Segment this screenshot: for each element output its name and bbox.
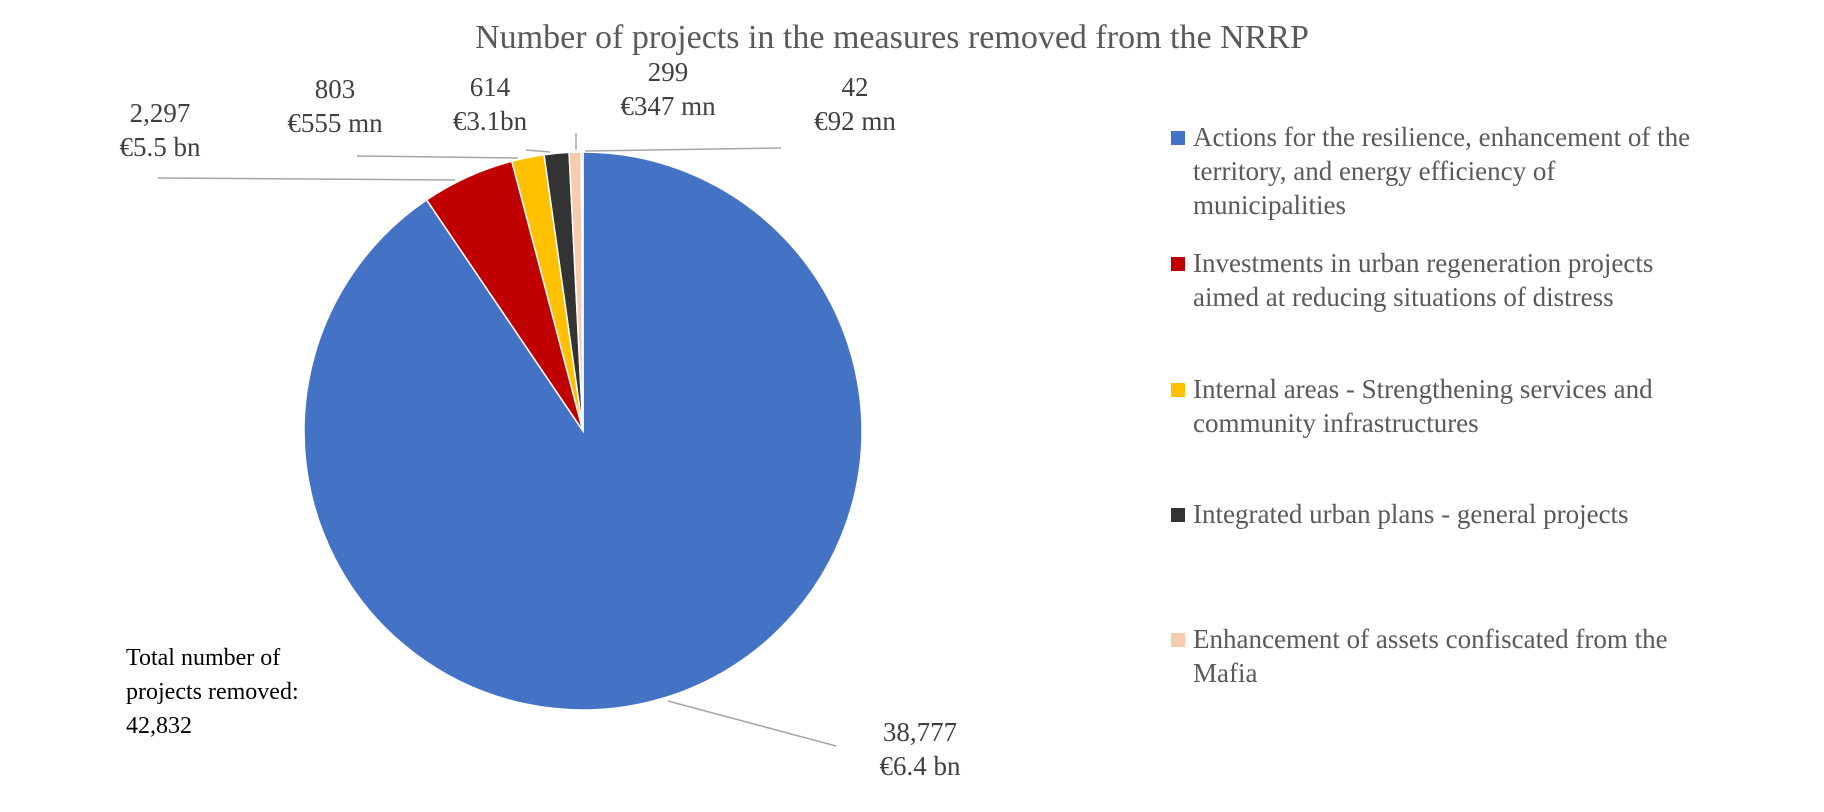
- data-label-count: 38,777: [883, 717, 957, 747]
- legend-swatch: [1171, 131, 1185, 145]
- total-annotation-line: Total number of: [126, 645, 280, 671]
- legend-item: Internal areas - Strengthening services …: [1171, 374, 1653, 438]
- data-labels: 38,777 €6.4 bn 2,297 €5.5 bn 803 €555 mn 614 €3…: [120, 57, 962, 781]
- legend-swatch: [1171, 383, 1185, 397]
- legend-swatch: [1171, 508, 1185, 522]
- legend-label: Investments in urban regeneration projec…: [1193, 248, 1653, 278]
- legend-swatch: [1171, 257, 1185, 271]
- legend-label: Enhancement of assets confiscated from t…: [1193, 624, 1668, 654]
- legend-label: community infrastructures: [1193, 408, 1479, 438]
- legend-item: Investments in urban regeneration projec…: [1171, 248, 1653, 312]
- legend-label: aimed at reducing situations of distress: [1193, 282, 1614, 312]
- data-label-amount: €347 mn: [620, 91, 716, 121]
- legend-item: Actions for the resilience, enhancement …: [1171, 122, 1690, 220]
- data-label-count: 2,297: [130, 98, 191, 128]
- data-label-count: 803: [315, 74, 356, 104]
- data-label-count: 614: [470, 72, 511, 102]
- data-label-amount: €6.4 bn: [880, 751, 962, 781]
- chart-title: Number of projects in the measures remov…: [475, 19, 1309, 56]
- data-label-amount: €5.5 bn: [120, 132, 202, 162]
- legend: Actions for the resilience, enhancement …: [1171, 122, 1690, 688]
- leader-line: [356, 155, 519, 159]
- legend-label: territory, and energy efficiency of: [1193, 156, 1555, 186]
- legend-label: Mafia: [1193, 658, 1257, 688]
- legend-label: Internal areas - Strengthening services …: [1193, 374, 1653, 404]
- legend-label: Integrated urban plans - general project…: [1193, 499, 1629, 529]
- data-label-amount: €555 mn: [287, 108, 383, 138]
- leader-line: [667, 700, 837, 747]
- pie-slices: [303, 151, 863, 711]
- legend-item: Enhancement of assets confiscated from t…: [1171, 624, 1668, 688]
- pie-slice: [580, 151, 584, 432]
- total-annotation-line: 42,832: [126, 713, 192, 739]
- data-label-amount: €92 mn: [814, 106, 896, 136]
- leader-line: [525, 149, 551, 153]
- total-projects-annotation: Total number of projects removed: 42,832: [126, 645, 305, 739]
- legend-label: municipalities: [1193, 190, 1346, 220]
- data-label-count: 299: [648, 57, 689, 87]
- pie-slice: [303, 151, 863, 711]
- legend-swatch: [1171, 633, 1185, 647]
- data-label-amount: €3.1bn: [453, 106, 528, 136]
- data-label-count: 42: [842, 72, 869, 102]
- legend-item: Integrated urban plans - general project…: [1171, 499, 1629, 529]
- legend-label: Actions for the resilience, enhancement …: [1193, 122, 1690, 152]
- total-annotation-line: projects removed:: [126, 679, 299, 705]
- leader-line: [157, 177, 456, 181]
- label-leader-lines: [157, 133, 837, 747]
- leader-line: [584, 147, 782, 152]
